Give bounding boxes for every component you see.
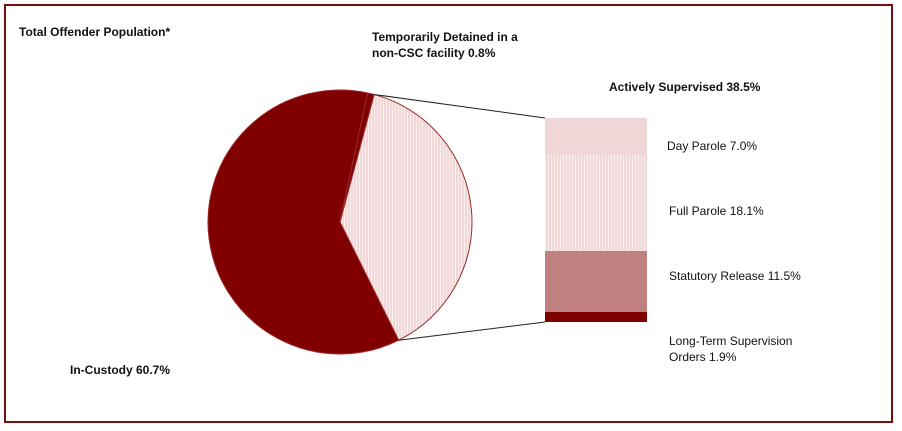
label-in-custody: In-Custody 60.7% (70, 363, 171, 377)
breakdown-bar (545, 118, 647, 322)
label-lts-orders-line1: Long-Term Supervision (669, 334, 793, 348)
label-statutory-release: Statutory Release 11.5% (669, 269, 801, 283)
pie-slice-actively-supervised (339, 93, 473, 341)
pie (207, 89, 473, 355)
label-lts-orders-line2: Orders 1.9% (669, 350, 737, 364)
connector-lines (374, 94, 546, 341)
connector-line-top (374, 94, 546, 119)
label-temporarily-detained-line1: Temporarily Detained in a (372, 30, 518, 44)
bar-segment-day-parole (545, 118, 647, 156)
bar-segment-statutory-release (545, 251, 647, 312)
bar-segment-long-term-supervision-orders (545, 311, 647, 322)
chart-title: Total Offender Population* (19, 25, 171, 39)
connector-line-bottom (398, 321, 546, 341)
pie-slice-in-custody (207, 89, 400, 355)
pie-slice-temporarily-detained-in-a-non-csc-facility (339, 92, 375, 223)
bar-segment-full-parole (545, 155, 647, 251)
label-actively-supervised: Actively Supervised 38.5% (609, 80, 761, 94)
label-full-parole: Full Parole 18.1% (669, 204, 764, 218)
label-day-parole: Day Parole 7.0% (667, 139, 758, 153)
label-temporarily-detained-line2: non-CSC facility 0.8% (372, 46, 496, 60)
